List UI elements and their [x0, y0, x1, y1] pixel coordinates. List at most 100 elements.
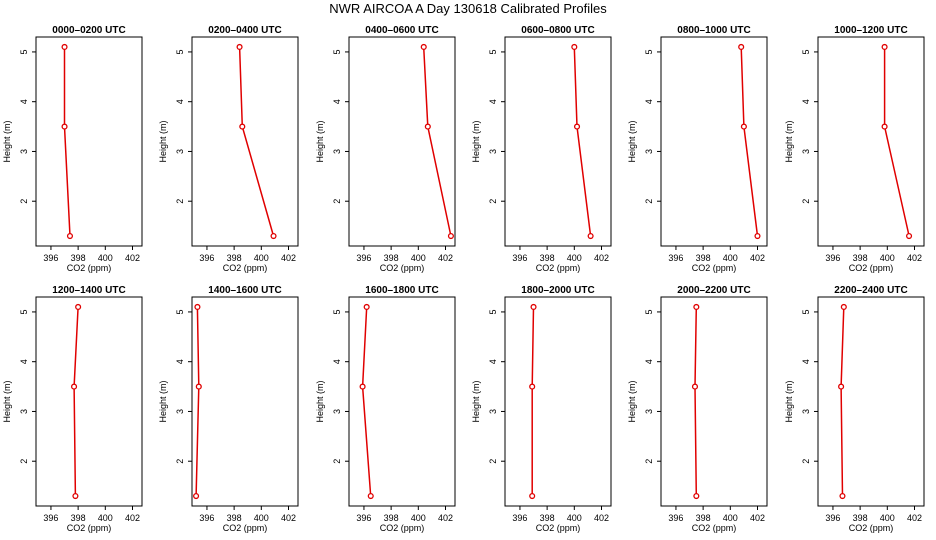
data-point [236, 43, 243, 51]
data-point [193, 492, 200, 500]
x-tick-label: 400 [880, 253, 895, 263]
y-tick-label: 2 [488, 199, 498, 204]
x-axis-label: CO2 (ppm) [536, 523, 581, 533]
x-tick-label: 396 [199, 253, 214, 263]
panel-2: 0200–0400 UTC 396 398 400 402 CO2 (ppm) 2 3 4 5 He… [158, 25, 299, 273]
panel-1: 0000–0200 UTC 396 398 400 402 CO2 (ppm) 2 3 4 5 He… [2, 25, 143, 273]
y-axis-label: Height (m) [471, 120, 481, 162]
data-point [66, 232, 74, 240]
y-tick-label: 2 [332, 199, 342, 204]
x-tick-label: 402 [750, 513, 765, 523]
panel-9: 1600–1800 UTC 396 398 400 402 CO2 (ppm) 2 3 4 5 He… [315, 285, 456, 533]
y-axis-label: Height (m) [158, 120, 168, 162]
data-point [424, 123, 431, 130]
data-point [840, 303, 847, 311]
data-point [270, 232, 277, 240]
data-point [571, 43, 578, 51]
x-tick-label: 402 [750, 253, 765, 263]
y-tick-label: 3 [19, 149, 29, 154]
y-tick-label: 3 [488, 149, 498, 154]
y-tick-label: 5 [801, 309, 811, 314]
data-point [367, 492, 374, 500]
x-axis-label: CO2 (ppm) [67, 523, 112, 533]
y-tick-label: 4 [644, 359, 654, 364]
panel-8: 1400–1600 UTC 396 398 400 402 CO2 (ppm) 2 3 4 5 He… [158, 285, 299, 533]
y-tick-label: 4 [488, 359, 498, 364]
y-tick-label: 5 [332, 309, 342, 314]
panel-12: 2200–2400 UTC 396 398 400 402 CO2 (ppm) 2 3 4 5 He… [784, 285, 925, 533]
panel-title: 0000–0200 UTC [52, 25, 125, 36]
panel-title: 1600–1800 UTC [365, 285, 438, 296]
panel-7: 1200–1400 UTC 396 398 400 402 CO2 (ppm) 2 3 4 5 He… [2, 285, 143, 533]
plot-frame [191, 296, 299, 507]
data-point [61, 43, 68, 51]
panel-title: 2200–2400 UTC [834, 285, 907, 296]
data-point [738, 43, 745, 51]
panel-5: 0800–1000 UTC 396 398 400 402 CO2 (ppm) 2 3 4 5 He… [627, 25, 768, 273]
data-point [529, 492, 536, 500]
y-tick-label: 5 [175, 49, 185, 54]
y-axis-label: Height (m) [2, 120, 12, 162]
x-tick-label: 398 [71, 513, 86, 523]
plot-frame [660, 296, 768, 507]
y-tick-label: 3 [332, 149, 342, 154]
x-tick-label: 400 [411, 253, 426, 263]
y-tick-label: 5 [175, 309, 185, 314]
y-tick-label: 5 [488, 49, 498, 54]
panel-3: 0400–0600 UTC 396 398 400 402 CO2 (ppm) 2 3 4 5 He… [315, 25, 456, 273]
x-tick-label: 398 [384, 513, 399, 523]
panel-11: 2000–2200 UTC 396 398 400 402 CO2 (ppm) 2 3 4 5 He… [627, 285, 768, 533]
y-tick-label: 4 [19, 99, 29, 104]
panel-title: 1200–1400 UTC [52, 285, 125, 296]
y-axis-label: Height (m) [2, 380, 12, 422]
y-tick-label: 3 [801, 409, 811, 414]
data-point [239, 123, 246, 130]
x-tick-label: 398 [384, 253, 399, 263]
y-tick-label: 2 [644, 199, 654, 204]
x-tick-label: 400 [254, 253, 269, 263]
y-axis-label: Height (m) [315, 120, 325, 162]
y-tick-label: 4 [175, 359, 185, 364]
y-tick-label: 3 [175, 409, 185, 414]
y-tick-label: 4 [801, 359, 811, 364]
y-tick-label: 3 [801, 149, 811, 154]
data-point [754, 232, 761, 240]
x-tick-label: 396 [668, 253, 683, 263]
x-tick-label: 400 [411, 513, 426, 523]
y-axis-label: Height (m) [158, 380, 168, 422]
x-axis-label: CO2 (ppm) [223, 523, 268, 533]
x-tick-label: 400 [723, 513, 738, 523]
y-tick-label: 4 [644, 99, 654, 104]
data-point [363, 303, 370, 311]
plot-frame [817, 296, 925, 507]
profile-line [195, 306, 200, 497]
panels-grid: 0000–0200 UTC 396 398 400 402 CO2 (ppm) 2 3 4 5 He… [2, 25, 925, 533]
y-tick-label: 5 [19, 49, 29, 54]
figure-title: NWR AIRCOA A Day 130618 Calibrated Profi… [329, 1, 607, 16]
plot-frame [348, 296, 456, 507]
profile-line [740, 46, 759, 237]
x-tick-label: 402 [594, 513, 609, 523]
y-tick-label: 2 [644, 459, 654, 464]
y-tick-label: 5 [332, 49, 342, 54]
x-axis-label: CO2 (ppm) [849, 523, 894, 533]
plot-frame [191, 36, 299, 247]
x-tick-label: 398 [227, 513, 242, 523]
y-tick-label: 5 [644, 49, 654, 54]
x-tick-label: 396 [668, 513, 683, 523]
panel-10: 1800–2000 UTC 396 398 400 402 CO2 (ppm) 2 3 4 5 He… [471, 285, 612, 533]
y-tick-label: 3 [175, 149, 185, 154]
profile-line [883, 47, 910, 237]
x-tick-label: 402 [438, 513, 453, 523]
y-axis-label: Height (m) [627, 120, 637, 162]
plot-frame [35, 36, 143, 247]
data-point [881, 43, 888, 51]
data-point [195, 383, 202, 390]
x-tick-label: 402 [125, 253, 140, 263]
panel-title: 0600–0800 UTC [521, 25, 594, 36]
x-axis-label: CO2 (ppm) [692, 523, 737, 533]
x-tick-label: 402 [594, 253, 609, 263]
x-tick-label: 398 [853, 513, 868, 523]
y-tick-label: 2 [19, 459, 29, 464]
